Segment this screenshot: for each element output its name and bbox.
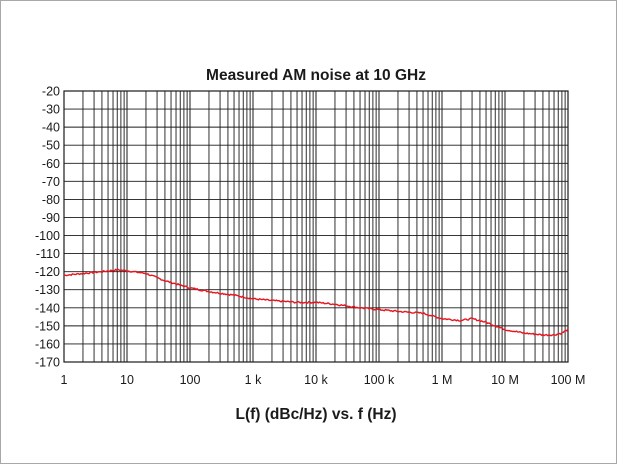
- x-tick-label: 10: [120, 373, 134, 387]
- x-tick-label: 100 k: [364, 373, 395, 387]
- x-tick-label: 10 M: [491, 373, 519, 387]
- y-tick-label: -80: [42, 193, 60, 207]
- chart-title: Measured AM noise at 10 GHz: [206, 67, 426, 84]
- x-tick-label: 100 M: [551, 373, 586, 387]
- x-tick-label: 1 M: [432, 373, 453, 387]
- series-layer: [63, 268, 569, 337]
- y-tick-label: -130: [35, 283, 60, 297]
- plot-area-border: [63, 90, 569, 363]
- x-tick-label: 10 k: [304, 373, 328, 387]
- y-tick-label: -120: [35, 265, 60, 279]
- y-tick-label: -140: [35, 301, 60, 315]
- y-tick-label: -40: [42, 121, 60, 135]
- y-tick-label: -30: [42, 103, 60, 117]
- x-tick-label: 100: [180, 373, 201, 387]
- y-tick-label: -50: [42, 139, 60, 153]
- x-axis: 1 10 100 1 k 10 k 100 k 1 M 10 M 100 M: [61, 373, 586, 387]
- y-tick-label: -20: [42, 85, 60, 99]
- plot-border: [63, 90, 569, 363]
- y-tick-label: -70: [42, 175, 60, 189]
- y-tick-label: -170: [35, 356, 60, 370]
- y-tick-label: -60: [42, 157, 60, 171]
- x-tick-label: 1 k: [245, 373, 262, 387]
- grid: [63, 90, 568, 363]
- y-tick-label: -110: [36, 247, 60, 261]
- y-axis: -20 -30 -40 -50 -60 -70 -80 -90 -100 -110 -120 -130…: [35, 85, 60, 370]
- y-tick-label: -90: [42, 211, 60, 225]
- y-tick-label: -160: [35, 337, 60, 351]
- x-tick-label: 1: [61, 373, 68, 387]
- x-axis-label: L(f) (dBc/Hz) vs. f (Hz): [235, 406, 396, 423]
- am-noise-trace: [63, 268, 569, 337]
- y-tick-label: -150: [35, 319, 60, 333]
- y-tick-label: -100: [35, 229, 60, 243]
